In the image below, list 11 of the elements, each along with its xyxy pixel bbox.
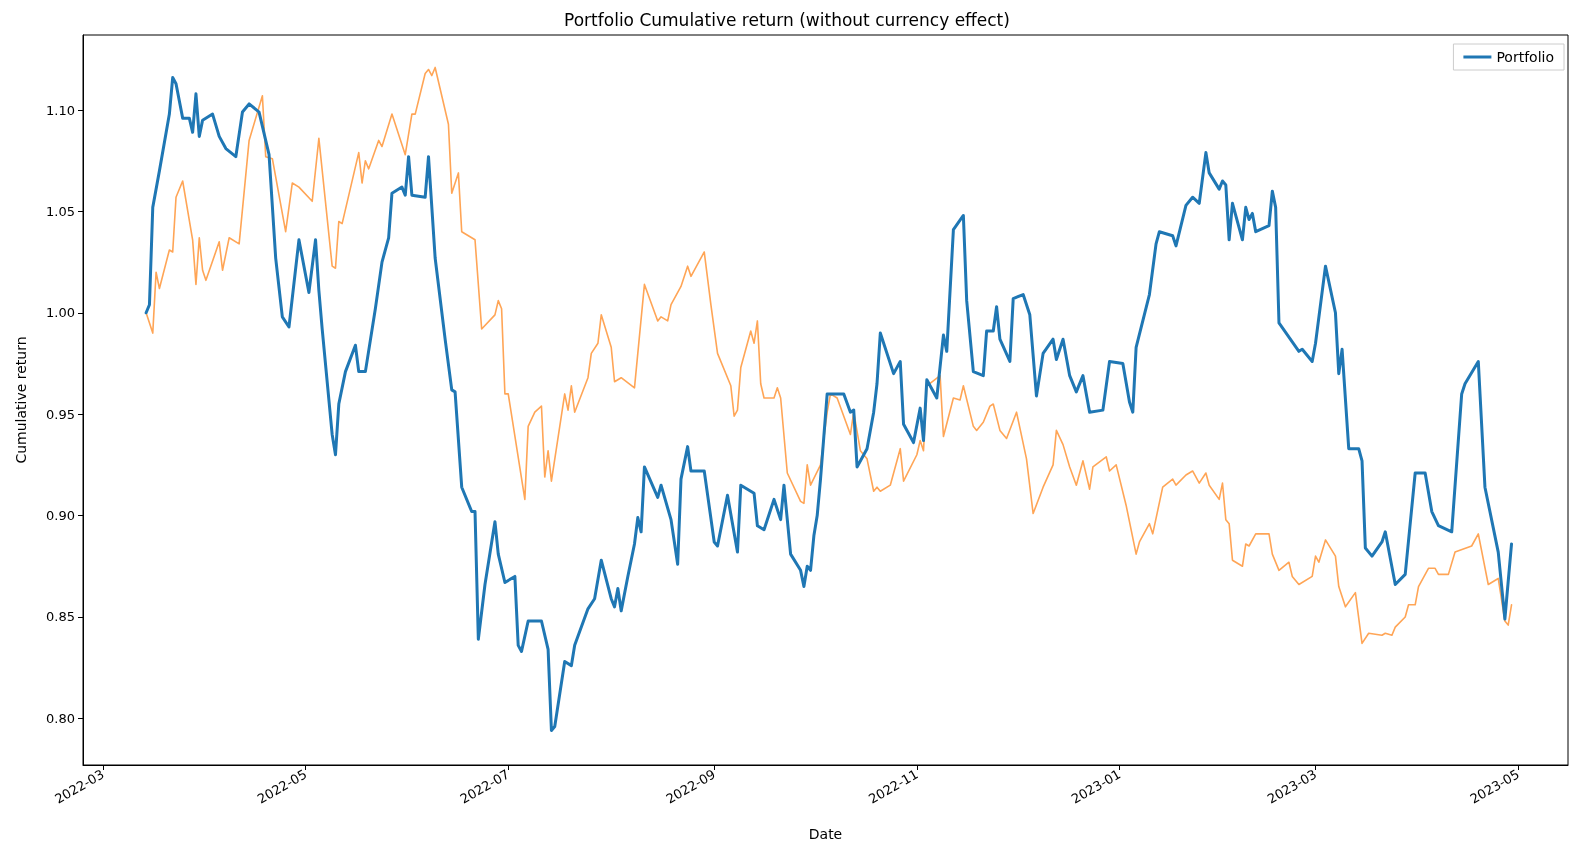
y-tick-label: 0.95 — [46, 406, 75, 422]
chart-title: Portfolio Cumulative return (without currency effect) — [564, 9, 1010, 30]
y-tick-label: 1.05 — [46, 203, 75, 219]
y-tick-label: 1.10 — [46, 102, 75, 118]
y-tick-label: 1.00 — [46, 305, 75, 321]
y-tick-label: 0.80 — [46, 710, 75, 726]
y-axis-title: Cumulative return — [13, 336, 29, 464]
x-axis-title: Date — [808, 826, 843, 842]
y-tick-label: 0.90 — [46, 508, 75, 524]
y-tick-label: 0.85 — [46, 609, 75, 625]
legend-label: Portfolio — [1496, 49, 1554, 65]
